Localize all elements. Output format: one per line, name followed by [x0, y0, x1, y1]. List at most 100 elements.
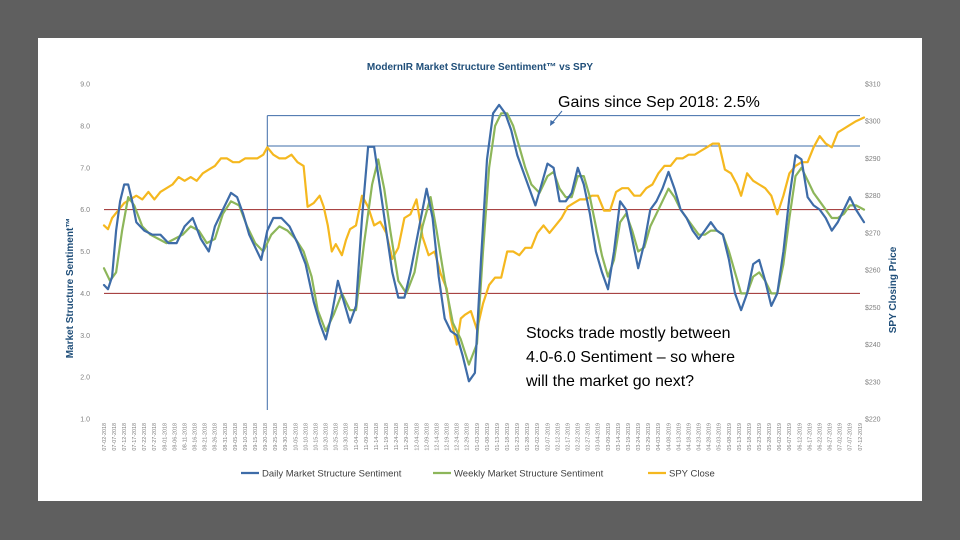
x-tick-label: 01-18-2019: [505, 423, 511, 451]
legend: Daily Market Structure Sentiment Weekly M…: [241, 469, 715, 480]
x-tick-label: 10-05-2018: [293, 423, 299, 451]
chart-title: ModernIR Market Structure Sentiment™ vs …: [367, 62, 593, 73]
x-tick-label: 10-30-2018: [344, 423, 350, 451]
x-tick-label: 06-07-2019: [787, 423, 793, 451]
y-tick-label: 1.0: [80, 417, 90, 424]
x-tick-label: 07-12-2019: [858, 423, 864, 451]
x-tick-label: 04-23-2019: [697, 423, 703, 451]
y-tick-label: 7.0: [80, 165, 90, 172]
gain-annotation: Gains since Sep 2018: 2.5%: [558, 94, 760, 111]
series-lines: [102, 103, 866, 383]
x-tick-label: 12-19-2018: [445, 423, 451, 451]
x-tick-label: 01-23-2019: [515, 423, 521, 451]
x-tick-label: 07-17-2018: [132, 423, 138, 451]
x-tick-label: 09-10-2018: [243, 423, 249, 451]
y2-tick-label: $300: [865, 119, 881, 126]
legend-label: SPY Close: [669, 469, 715, 480]
x-tick-label: 07-07-2019: [848, 423, 854, 451]
x-tick-label: 12-09-2018: [424, 423, 430, 451]
x-tick-label: 11-19-2018: [384, 423, 390, 450]
x-tick-label: 03-14-2019: [616, 423, 622, 451]
x-tick-label: 04-18-2019: [686, 423, 692, 451]
range-annotation-line: Stocks trade mostly between: [526, 325, 731, 342]
y-tick-label: 8.0: [80, 123, 90, 130]
x-tick-label: 10-15-2018: [313, 423, 319, 451]
x-tick-label: 02-22-2019: [576, 423, 582, 451]
y2-tick-label: $220: [865, 417, 881, 424]
x-tick-label: 03-19-2019: [626, 423, 632, 451]
annotation-arrowhead: [550, 120, 555, 126]
x-tick-label: 05-23-2019: [757, 423, 763, 451]
x-tick-label: 06-02-2019: [777, 423, 783, 451]
series-line-3: [102, 116, 866, 346]
y2-tick-label: $310: [865, 82, 881, 89]
x-tick-label: 04-03-2019: [656, 423, 662, 451]
x-tick-label: 01-28-2019: [525, 423, 531, 451]
x-tick-label: 06-22-2019: [817, 423, 823, 451]
x-tick-label: 07-27-2018: [152, 423, 158, 451]
y-tick-label: 4.0: [80, 291, 90, 298]
x-tick-label: 11-09-2018: [364, 423, 370, 450]
x-tick-label: 05-28-2019: [767, 423, 773, 451]
x-tick-label: 02-27-2019: [586, 423, 592, 451]
y-tick-label: 6.0: [80, 207, 90, 214]
x-tick-label: 11-24-2018: [394, 423, 400, 450]
x-tick-label: 02-07-2019: [545, 423, 551, 451]
x-tick-label: 07-22-2018: [142, 423, 148, 451]
x-tick-label: 12-14-2018: [434, 423, 440, 451]
x-tick-label: 02-17-2019: [565, 423, 571, 451]
y-axis-title: Market Structure Sentiment™: [65, 218, 76, 359]
x-tick-label: 07-12-2018: [122, 423, 128, 451]
y2-tick-label: $260: [865, 268, 881, 275]
x-tick-label: 12-24-2018: [455, 423, 461, 451]
series-line-1: [102, 103, 866, 383]
y2-tick-label: $240: [865, 342, 881, 349]
x-tick-label: 09-30-2018: [283, 423, 289, 451]
y2-tick-label: $230: [865, 379, 881, 386]
y2-axis-title: SPY Closing Price: [888, 246, 899, 333]
x-tick-label: 03-29-2019: [646, 423, 652, 451]
x-tick-label: 02-02-2019: [535, 423, 541, 451]
y-tick-label: 9.0: [80, 82, 90, 89]
x-tick-label: 12-04-2018: [414, 423, 420, 451]
x-tick-label: 01-08-2019: [485, 423, 491, 451]
x-tick-label: 08-21-2018: [203, 423, 209, 451]
range-annotation-line: will the market go next?: [525, 373, 694, 390]
x-tick-label: 02-12-2019: [555, 423, 561, 451]
x-tick-label: 11-29-2018: [404, 423, 410, 450]
sentiment-chart: ModernIR Market Structure Sentiment™ vs …: [65, 62, 899, 480]
x-tick-label: 09-05-2018: [233, 423, 239, 451]
x-tick-label: 08-01-2018: [162, 423, 168, 451]
x-tick-label: 01-03-2019: [475, 423, 481, 451]
y2-tick-label: $280: [865, 193, 881, 200]
x-tick-label: 10-20-2018: [324, 423, 330, 451]
x-tick-label: 10-10-2018: [303, 423, 309, 451]
x-tick-label: 09-15-2018: [253, 423, 259, 451]
x-tick-label: 03-04-2019: [596, 423, 602, 451]
x-tick-label: 09-25-2018: [273, 423, 279, 451]
y-tick-label: 5.0: [80, 249, 90, 256]
legend-label: Weekly Market Structure Sentiment: [454, 469, 604, 480]
x-tick-label: 04-13-2019: [676, 423, 682, 451]
y2-tick-label: $270: [865, 230, 881, 237]
x-tick-label: 05-03-2019: [717, 423, 723, 451]
x-tick-label: 08-11-2018: [182, 423, 188, 450]
x-axis: 07-02-2018 07-07-2018 07-12-2018 07-17-2018…: [102, 423, 864, 451]
x-tick-label: 06-17-2019: [807, 423, 813, 451]
x-tick-label: 07-02-2019: [838, 423, 844, 451]
x-tick-label: 05-18-2019: [747, 423, 753, 451]
x-tick-label: 07-02-2018: [102, 423, 108, 451]
range-annotation-line: 4.0-6.0 Sentiment – so where: [526, 349, 735, 366]
y-tick-label: 3.0: [80, 333, 90, 340]
x-tick-label: 05-13-2019: [737, 423, 743, 451]
x-tick-label: 08-31-2018: [223, 423, 229, 451]
x-tick-label: 08-26-2018: [213, 423, 219, 451]
y-tick-label: 2.0: [80, 375, 90, 382]
x-tick-label: 10-25-2018: [334, 423, 340, 451]
x-tick-label: 06-12-2019: [797, 423, 803, 451]
x-tick-label: 07-07-2018: [112, 423, 118, 451]
legend-label: Daily Market Structure Sentiment: [262, 469, 402, 480]
x-tick-label: 11-04-2018: [354, 423, 360, 450]
x-tick-label: 05-08-2019: [727, 423, 733, 451]
annotations: Gains since Sep 2018: 2.5% Stocks trade m…: [525, 94, 760, 390]
